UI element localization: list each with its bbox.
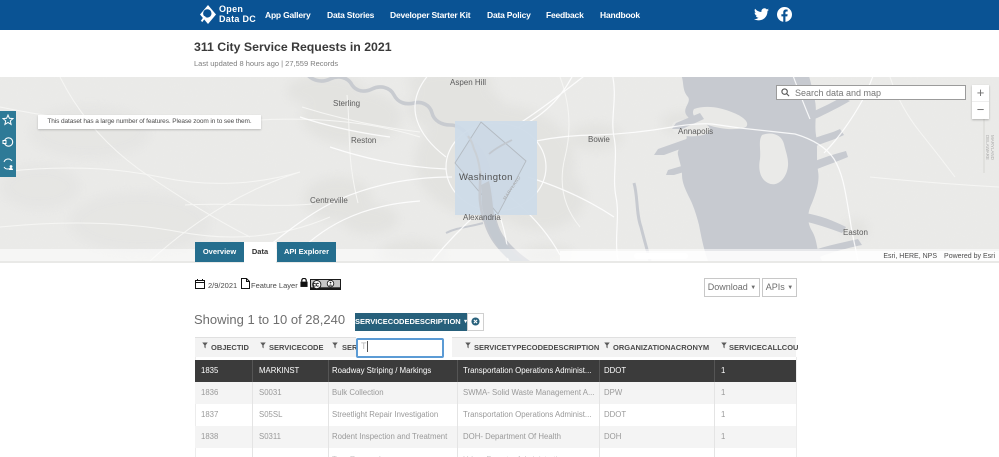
svg-text:Alexandria: Alexandria — [463, 213, 501, 222]
svg-text:Sterling: Sterling — [333, 99, 360, 108]
svg-text:Centreville: Centreville — [310, 196, 348, 205]
svg-text:Powered by Esri: Powered by Esri — [944, 253, 995, 260]
svg-text:Easton: Easton — [843, 228, 868, 237]
svg-text:DELAWARE: DELAWARE — [985, 135, 990, 160]
svg-text:Bowie: Bowie — [588, 135, 610, 144]
svg-text:Esri, HERE, NPS: Esri, HERE, NPS — [883, 253, 937, 260]
svg-text:Annapolis: Annapolis — [678, 127, 713, 136]
svg-text:Washington: Washington — [459, 172, 513, 183]
svg-text:Reston: Reston — [351, 136, 376, 145]
svg-text:MARYLAND: MARYLAND — [990, 135, 995, 161]
svg-text:Aspen Hill: Aspen Hill — [450, 78, 486, 87]
